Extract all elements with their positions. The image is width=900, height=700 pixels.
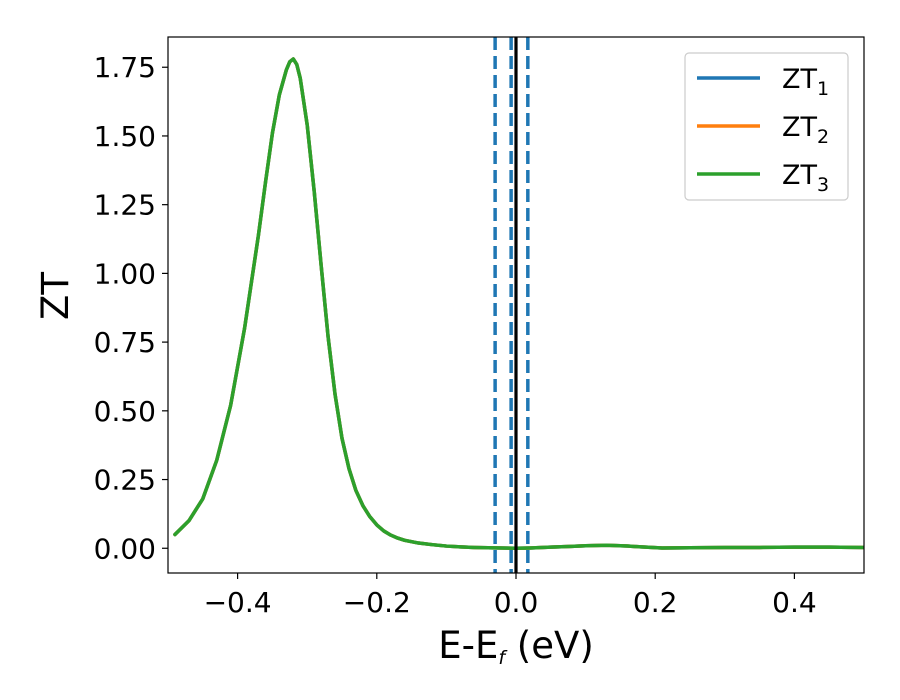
y-tick-label: 1.75 [94,51,156,84]
x-tick-label: −0.2 [343,586,411,619]
x-axis-label-unit: (eV) [505,624,594,667]
x-tick-label: 0.2 [633,586,678,619]
y-tick-label: 1.00 [94,257,156,290]
y-tick-label: 0.75 [94,326,156,359]
y-axis-label: ZT [34,272,77,320]
series-line-3 [173,57,864,551]
x-axis-label-subscript: f [498,647,508,669]
legend: ZT1 ZT2 ZT3 [684,52,849,201]
legend-box [684,52,849,201]
y-axis: 0.00 0.25 0.50 0.75 1.00 1.25 1.50 1.75 [94,51,168,565]
y-tick-label: 1.50 [94,120,156,153]
legend-label-3: ZT3 [782,160,829,196]
vlines-layer [493,37,530,573]
legend-label-2: ZT2 [782,112,829,148]
x-axis-label: E-Ef (eV) [438,624,594,669]
x-tick-label: 0.4 [772,586,817,619]
x-axis-label-main: E-E [438,624,498,667]
y-tick-label: 0.00 [94,532,156,565]
x-tick-label: −0.4 [204,586,272,619]
y-tick-label: 1.25 [94,189,156,222]
lines-layer [173,57,864,551]
y-tick-label: 0.50 [94,395,156,428]
x-tick-label: 0.0 [494,586,539,619]
y-tick-label: 0.25 [94,464,156,497]
legend-label-1: ZT1 [782,64,829,100]
x-axis: −0.4 −0.2 0.0 0.2 0.4 [204,573,817,619]
